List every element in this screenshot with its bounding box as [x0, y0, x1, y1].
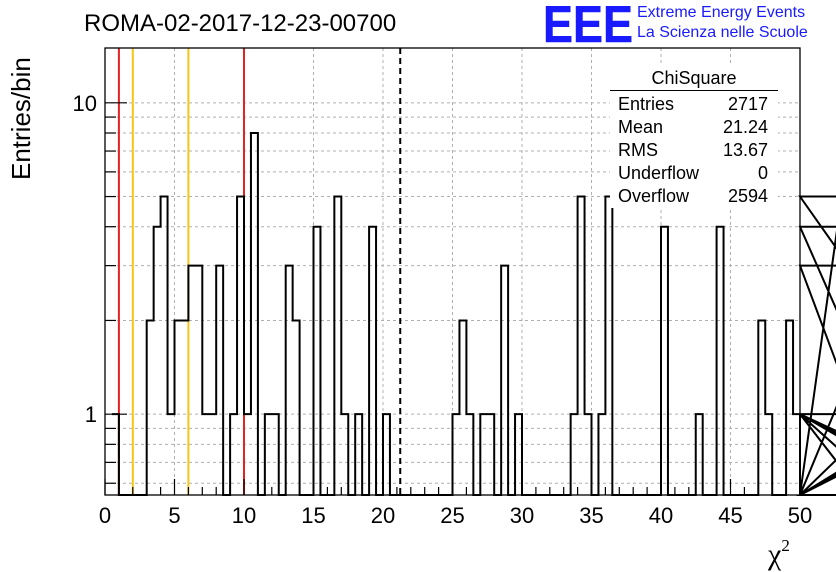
stats-value: 2594	[727, 186, 768, 206]
x-tick-label: 45	[718, 503, 742, 528]
stats-label: Entries	[618, 94, 675, 114]
axis-ticks	[104, 102, 801, 495]
x-tick-label: 10	[232, 503, 256, 528]
x-tick-label: 30	[510, 503, 534, 528]
stats-row-entries: Entries 2717	[610, 93, 778, 116]
tick-labels: 0 5 10 15 20 25 30 35 40 45 50 1 10	[73, 91, 813, 528]
x-axis-label-base: χ	[768, 538, 782, 571]
stats-value: 13.67	[722, 140, 768, 160]
y-axis-label: Entries/bin	[6, 57, 36, 180]
stats-label: RMS	[618, 140, 658, 160]
x-tick-label: 0	[99, 503, 111, 528]
logo-caption: Extreme Energy Events La Scienza nelle S…	[637, 3, 808, 43]
x-tick-label: 40	[649, 503, 673, 528]
x-axis-label-superscript: 2	[781, 536, 790, 555]
eee-logo: EEE	[543, 2, 633, 46]
y-tick-label: 1	[85, 402, 97, 427]
x-tick-label: 20	[371, 503, 395, 528]
logo-line-1: Extreme Energy Events	[637, 4, 806, 21]
stats-row-overflow: Overflow 2594	[610, 185, 778, 208]
stats-label: Overflow	[618, 186, 690, 206]
stats-row-underflow: Underflow 0	[610, 162, 778, 185]
x-tick-label: 50	[788, 503, 812, 528]
stats-value: 21.24	[722, 117, 768, 137]
stats-title: ChiSquare	[610, 66, 778, 91]
stats-box: ChiSquare Entries 2717 Mean 21.24 RMS 13.67…	[610, 66, 778, 208]
stats-label: Underflow	[618, 163, 700, 183]
stats-row-mean: Mean 21.24	[610, 116, 778, 139]
x-tick-label: 35	[579, 503, 603, 528]
stats-label: Mean	[618, 117, 664, 137]
stats-row-rms: RMS 13.67	[610, 139, 778, 162]
logo-line-2: La Scienza nelle Scuole	[637, 24, 808, 41]
stats-value: 2717	[727, 94, 768, 114]
x-tick-label: 15	[301, 503, 325, 528]
stats-value: 0	[757, 163, 768, 183]
y-tick-label: 10	[73, 91, 97, 116]
x-tick-label: 25	[440, 503, 464, 528]
logo-glyphs: EEE	[543, 2, 633, 46]
x-axis-label: χ2	[768, 536, 790, 572]
chart-title: ROMA-02-2017-12-23-00700	[84, 10, 397, 37]
x-tick-label: 5	[168, 503, 180, 528]
histogram-series	[111, 131, 836, 496]
